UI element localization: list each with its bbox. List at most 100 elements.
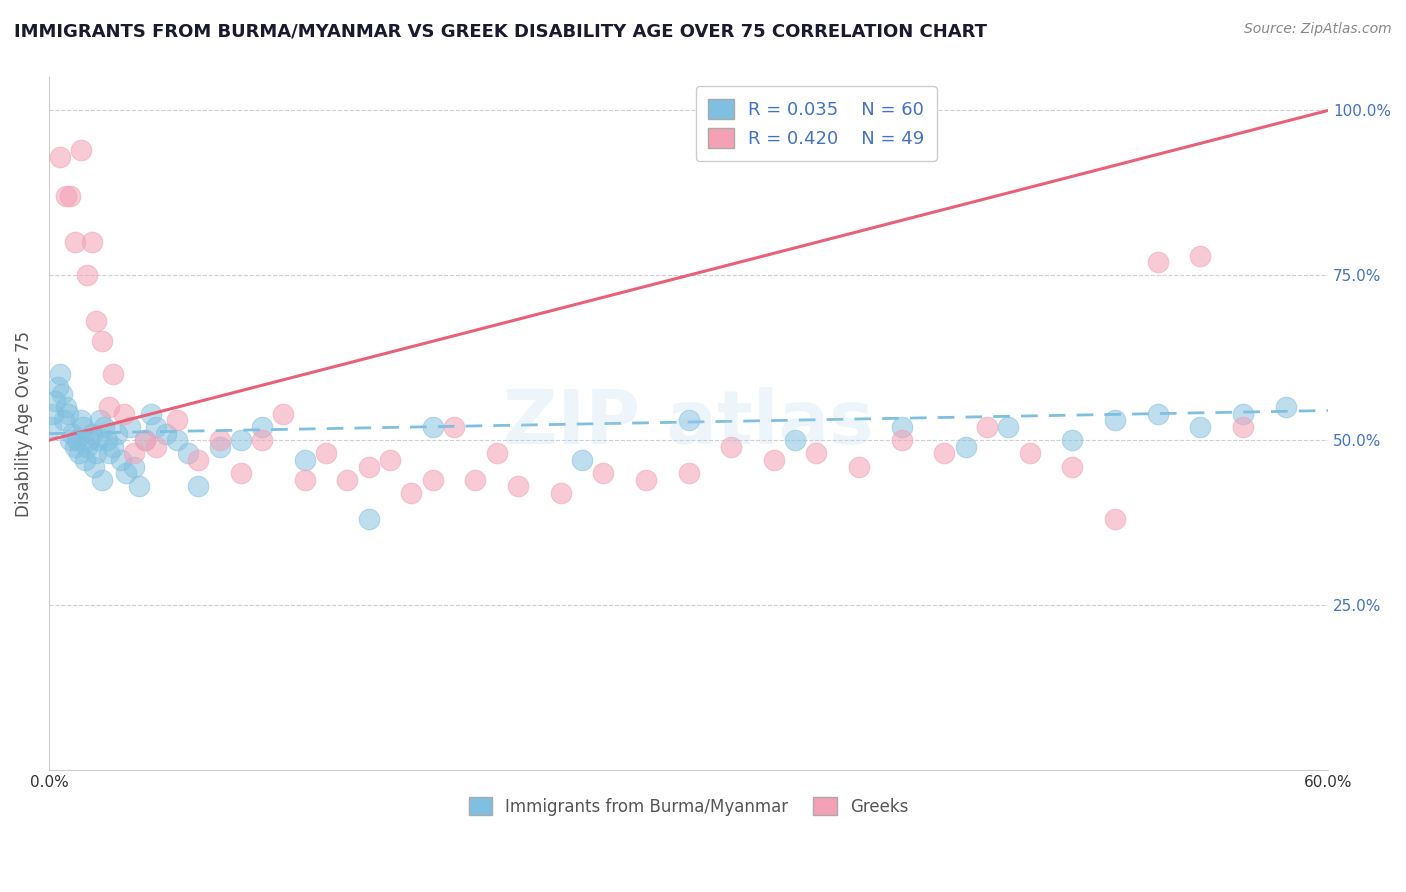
Point — [59, 189, 82, 203]
Point — [229, 466, 252, 480]
Point — [806, 446, 828, 460]
Point — [101, 368, 124, 382]
Point — [187, 453, 209, 467]
Point — [1274, 401, 1296, 415]
Point — [357, 512, 380, 526]
Point — [55, 401, 77, 415]
Y-axis label: Disability Age Over 75: Disability Age Over 75 — [15, 331, 32, 516]
Point — [294, 473, 316, 487]
Legend: Immigrants from Burma/Myanmar, Greeks: Immigrants from Burma/Myanmar, Greeks — [460, 789, 917, 824]
Point — [96, 434, 118, 448]
Point — [848, 459, 870, 474]
Point — [80, 235, 103, 250]
Point — [890, 420, 912, 434]
Point — [1018, 446, 1040, 460]
Point — [114, 466, 136, 480]
Text: Source: ZipAtlas.com: Source: ZipAtlas.com — [1244, 22, 1392, 37]
Point — [294, 453, 316, 467]
Point — [101, 440, 124, 454]
Point — [91, 473, 114, 487]
Point — [571, 453, 593, 467]
Point — [145, 420, 167, 434]
Point — [62, 426, 84, 441]
Point — [506, 479, 529, 493]
Point — [1062, 434, 1084, 448]
Point — [443, 420, 465, 434]
Point — [141, 407, 163, 421]
Point — [464, 473, 486, 487]
Point — [70, 143, 93, 157]
Point — [485, 446, 508, 460]
Point — [42, 407, 65, 421]
Point — [250, 420, 273, 434]
Point — [84, 446, 107, 460]
Point — [273, 407, 295, 421]
Point — [39, 420, 62, 434]
Point — [134, 434, 156, 448]
Point — [976, 420, 998, 434]
Point — [187, 479, 209, 493]
Point — [97, 446, 120, 460]
Point — [1146, 407, 1168, 421]
Point — [250, 434, 273, 448]
Point — [72, 420, 94, 434]
Point — [785, 434, 807, 448]
Point — [934, 446, 956, 460]
Point — [118, 420, 141, 434]
Point — [59, 434, 82, 448]
Point — [166, 413, 188, 427]
Point — [46, 380, 69, 394]
Point — [56, 407, 79, 421]
Point — [66, 434, 89, 448]
Point — [762, 453, 785, 467]
Point — [97, 401, 120, 415]
Point — [1146, 255, 1168, 269]
Point — [357, 459, 380, 474]
Point — [208, 434, 231, 448]
Text: IMMIGRANTS FROM BURMA/MYANMAR VS GREEK DISABILITY AGE OVER 75 CORRELATION CHART: IMMIGRANTS FROM BURMA/MYANMAR VS GREEK D… — [14, 22, 987, 40]
Point — [51, 387, 73, 401]
Point — [55, 189, 77, 203]
Point — [44, 393, 66, 408]
Point — [145, 440, 167, 454]
Point — [1232, 407, 1254, 421]
Point — [76, 268, 98, 283]
Point — [48, 150, 70, 164]
Text: ZIP atlas: ZIP atlas — [503, 387, 875, 460]
Point — [83, 459, 105, 474]
Point — [720, 440, 742, 454]
Point — [79, 434, 101, 448]
Point — [155, 426, 177, 441]
Point — [89, 413, 111, 427]
Point — [422, 420, 444, 434]
Point — [997, 420, 1019, 434]
Point — [955, 440, 977, 454]
Point — [1104, 413, 1126, 427]
Point — [315, 446, 337, 460]
Point — [80, 426, 103, 441]
Point — [592, 466, 614, 480]
Point — [1104, 512, 1126, 526]
Point — [1189, 248, 1212, 262]
Point — [1189, 420, 1212, 434]
Point — [67, 446, 90, 460]
Point — [110, 453, 132, 467]
Point — [229, 434, 252, 448]
Point — [122, 459, 145, 474]
Point — [401, 486, 423, 500]
Point — [87, 434, 110, 448]
Point — [76, 440, 98, 454]
Point — [166, 434, 188, 448]
Point — [1062, 459, 1084, 474]
Point — [63, 235, 86, 250]
Point — [890, 434, 912, 448]
Point — [134, 434, 156, 448]
Point — [1232, 420, 1254, 434]
Point — [128, 479, 150, 493]
Point — [112, 407, 135, 421]
Point — [678, 466, 700, 480]
Point — [52, 413, 75, 427]
Point — [75, 453, 97, 467]
Point — [122, 446, 145, 460]
Point — [91, 334, 114, 349]
